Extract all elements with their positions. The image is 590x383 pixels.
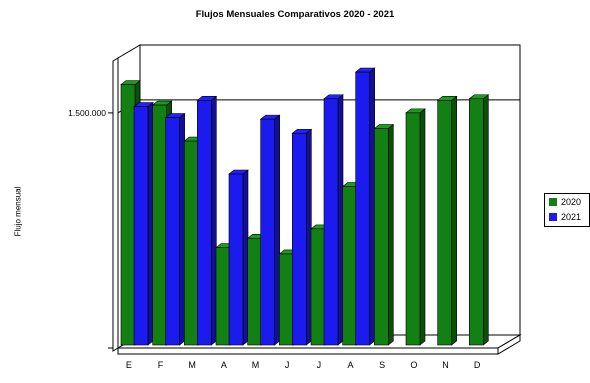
x-tick-label: D — [474, 360, 481, 370]
bar-2021-A — [229, 170, 248, 345]
bar-2021-F — [166, 114, 185, 345]
x-tick-label: M — [188, 360, 196, 370]
legend-label-2021: 2021 — [561, 212, 581, 222]
legend-entry: 2020 — [545, 195, 589, 209]
bar-2020-D — [469, 95, 488, 345]
bar-2021-M — [197, 96, 216, 345]
x-tick-label: S — [379, 360, 385, 370]
bar-2021-J — [292, 129, 311, 345]
bar-2020-O — [406, 109, 425, 345]
gridline — [118, 100, 520, 113]
legend-label-2020: 2020 — [561, 197, 581, 207]
bar-2021-M — [261, 115, 280, 345]
x-tick-label: J — [285, 360, 290, 370]
x-tick-label: M — [252, 360, 260, 370]
bar-2021-E — [134, 103, 153, 345]
bar-2021-A — [356, 68, 375, 345]
x-tick-label: J — [317, 360, 322, 370]
wall-edge — [113, 58, 118, 351]
legend-swatch-2020 — [549, 198, 557, 206]
bars — [121, 68, 488, 345]
y-tick-labels: 1.500.000 — [68, 108, 106, 118]
x-tick-label: O — [410, 360, 417, 370]
bar-2020-S — [374, 125, 393, 345]
x-tick-label: E — [126, 360, 132, 370]
x-tick-label: N — [442, 360, 449, 370]
legend-swatch-2021 — [549, 213, 557, 221]
x-tick-label: A — [347, 360, 353, 370]
legend-entry: 2021 — [545, 210, 589, 224]
legend: 2020 2021 — [544, 193, 590, 227]
floor-edge — [118, 348, 498, 354]
bar-2020-N — [438, 96, 457, 345]
bar-2021-J — [324, 95, 343, 345]
x-tick-label: F — [158, 360, 164, 370]
y-tick-label: 1.500.000 — [68, 108, 106, 118]
x-tick-label: A — [221, 360, 227, 370]
